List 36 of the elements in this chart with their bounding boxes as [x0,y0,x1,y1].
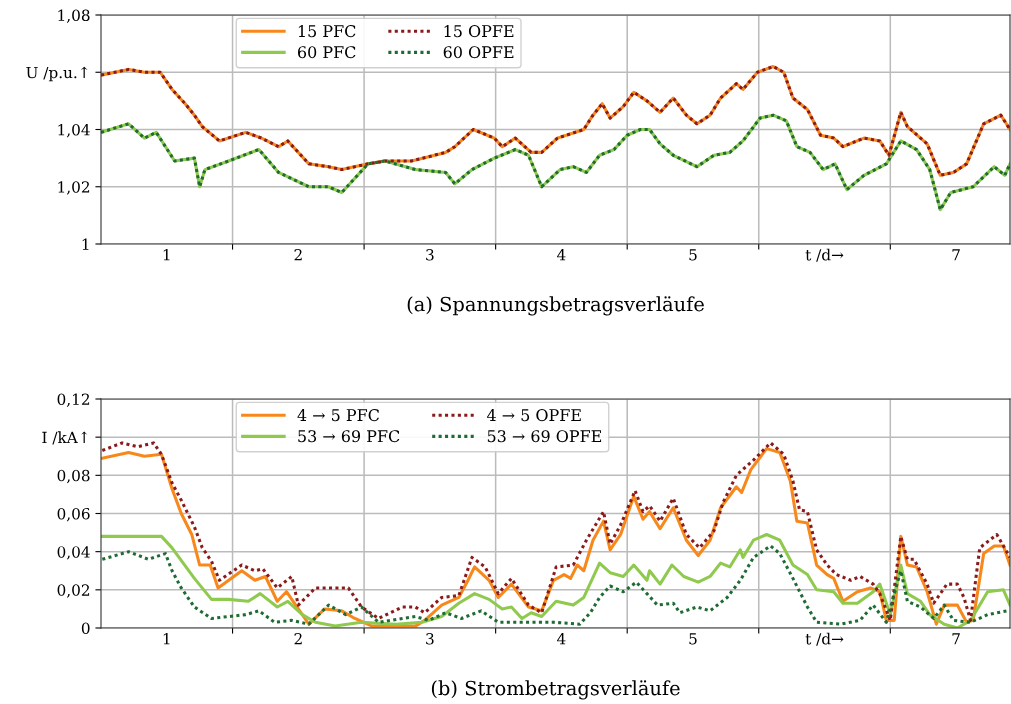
x-tick-label: 2 [294,248,302,261]
x-tick-label: 4 [557,632,566,645]
legend-label: 53 → 69 PFC [298,430,400,443]
legend-label: 15 PFC [298,25,356,38]
y-tick-label: 0,04 [57,546,90,560]
x-tick-label: 5 [689,249,697,261]
x-tick-label: 5 [689,633,697,645]
y-tick-label: 1,04 [58,123,90,138]
legend-label: 60 OPFE [443,46,514,59]
x-tick-label: 7 [952,633,960,645]
x-tick-label: 1 [163,632,170,645]
y-tick-label: 0 [81,622,90,635]
x-tick-label: 3 [426,632,434,645]
text: (a) Spannungsbetragsverläufe [407,296,704,316]
x-tick-label: 2 [294,632,302,645]
y-tick-label: 0,06 [57,507,90,522]
y-tick-label: 1 [82,238,89,250]
y-tick-label: 0,12 [57,393,90,407]
legend-label: 53 → 69 OPFE [487,430,602,443]
x-tick-label: t /d→ [805,248,844,262]
y-tick-label: 1,08 [58,9,90,23]
x-tick-label: 3 [426,248,434,261]
text: (b) Strombetragsverläufe [431,680,680,700]
legend-label: 60 PFC [298,46,356,59]
x-tick-label: 7 [952,249,960,261]
y-tick-label: 1,02 [58,181,90,195]
x-tick-label: 1 [163,248,170,261]
legend-label: 4 → 5 OPFE [487,409,581,422]
y-tick-label: I /kA↑ [42,431,88,445]
legend-label: 15 OPFE [444,25,514,38]
x-tick-label: t /d→ [805,632,844,646]
y-tick-label: 0,02 [57,584,90,598]
legend-label: 4 → 5 PFC [297,409,379,422]
y-tick-label: U /p.u.↑ [26,66,88,82]
y-tick-label: 0,08 [57,469,90,484]
x-tick-label: 4 [557,248,566,261]
